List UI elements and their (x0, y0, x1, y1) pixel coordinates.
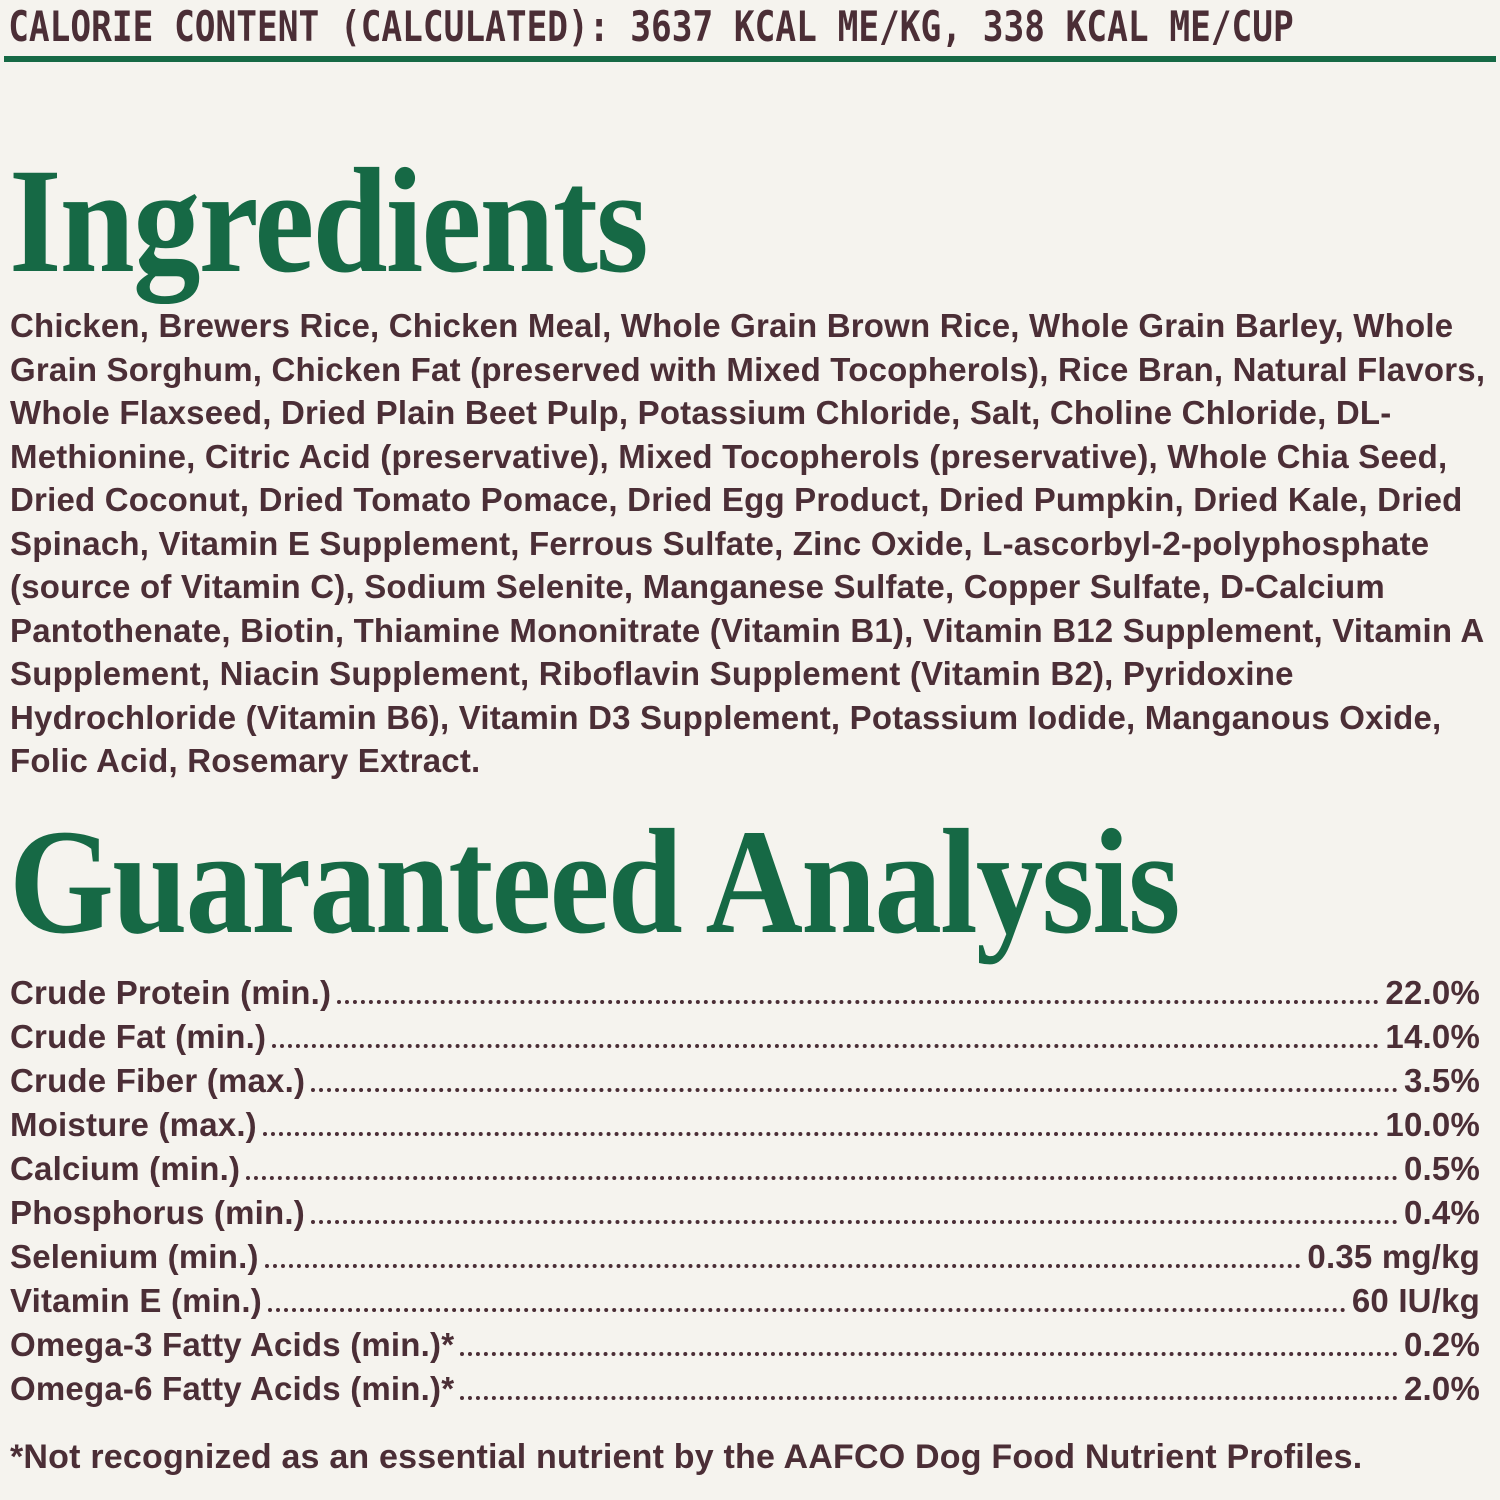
aafco-footnote: *Not recognized as an essential nutrient… (10, 1437, 1363, 1476)
analysis-row-value: 0.2% (1403, 1325, 1480, 1363)
analysis-row-value: 10.0% (1385, 1105, 1480, 1143)
analysis-row: Omega-6 Fatty Acids (min.)* 2.0% (10, 1367, 1480, 1411)
analysis-row: Crude Fat (min.) 14.0% (10, 1015, 1480, 1059)
leader-dots (262, 1129, 1380, 1136)
analysis-row: Crude Protein (min.) 22.0% (10, 971, 1480, 1015)
analysis-row-label: Calcium (min.) (10, 1149, 241, 1187)
analysis-row-label: Crude Fat (min.) (10, 1017, 267, 1055)
analysis-row: Selenium (min.) 0.35 mg/kg (10, 1235, 1480, 1279)
leader-dots (272, 1041, 1380, 1048)
analysis-row-label: Selenium (min.) (10, 1237, 259, 1275)
leader-dots (460, 1349, 1398, 1356)
analysis-row: Vitamin E (min.) 60 IU/kg (10, 1279, 1480, 1323)
analysis-row-label: Moisture (max.) (10, 1105, 257, 1143)
analysis-row: Moisture (max.) 10.0% (10, 1103, 1480, 1147)
analysis-row-value: 2.0% (1403, 1369, 1480, 1407)
analysis-row: Phosphorus (min.) 0.4% (10, 1191, 1480, 1235)
ingredients-text: Chicken, Brewers Rice, Chicken Meal, Who… (10, 307, 1486, 779)
analysis-row-label: Omega-3 Fatty Acids (min.)* (10, 1325, 455, 1363)
analysis-row-value: 0.5% (1403, 1149, 1480, 1187)
analysis-row-label: Crude Protein (min.) (10, 973, 332, 1011)
analysis-row-value: 0.4% (1403, 1193, 1480, 1231)
analysis-row-label: Vitamin E (min.) (10, 1281, 262, 1319)
analysis-row-label: Omega-6 Fatty Acids (min.)* (10, 1369, 455, 1407)
analysis-row-value: 14.0% (1385, 1017, 1480, 1055)
analysis-row-value: 3.5% (1403, 1061, 1480, 1099)
leader-dots (460, 1393, 1398, 1400)
analysis-row: Crude Fiber (max.) 3.5% (10, 1059, 1480, 1103)
analysis-list: Crude Protein (min.) 22.0% Crude Fat (mi… (0, 971, 1500, 1411)
guaranteed-analysis-title: Guaranteed Analysis (9, 798, 1181, 965)
leader-dots (267, 1305, 1346, 1312)
leader-dots (246, 1173, 1398, 1180)
leader-dots (310, 1217, 1398, 1224)
analysis-row-value: 22.0% (1385, 973, 1480, 1011)
leader-dots (264, 1261, 1302, 1268)
divider-rule (4, 56, 1496, 62)
analysis-row-label: Crude Fiber (max.) (10, 1061, 306, 1099)
ingredients-title: Ingredients (9, 138, 649, 304)
analysis-row-value: 0.35 mg/kg (1307, 1237, 1480, 1275)
leader-dots (311, 1085, 1398, 1092)
analysis-row: Omega-3 Fatty Acids (min.)* 0.2% (10, 1323, 1480, 1367)
calorie-content-line: CALORIE CONTENT (CALCULATED): 3637 KCAL … (8, 2, 1294, 51)
leader-dots (337, 997, 1380, 1004)
analysis-row: Calcium (min.) 0.5% (10, 1147, 1480, 1191)
analysis-row-value: 60 IU/kg (1351, 1281, 1480, 1319)
analysis-row-label: Phosphorus (min.) (10, 1193, 305, 1231)
